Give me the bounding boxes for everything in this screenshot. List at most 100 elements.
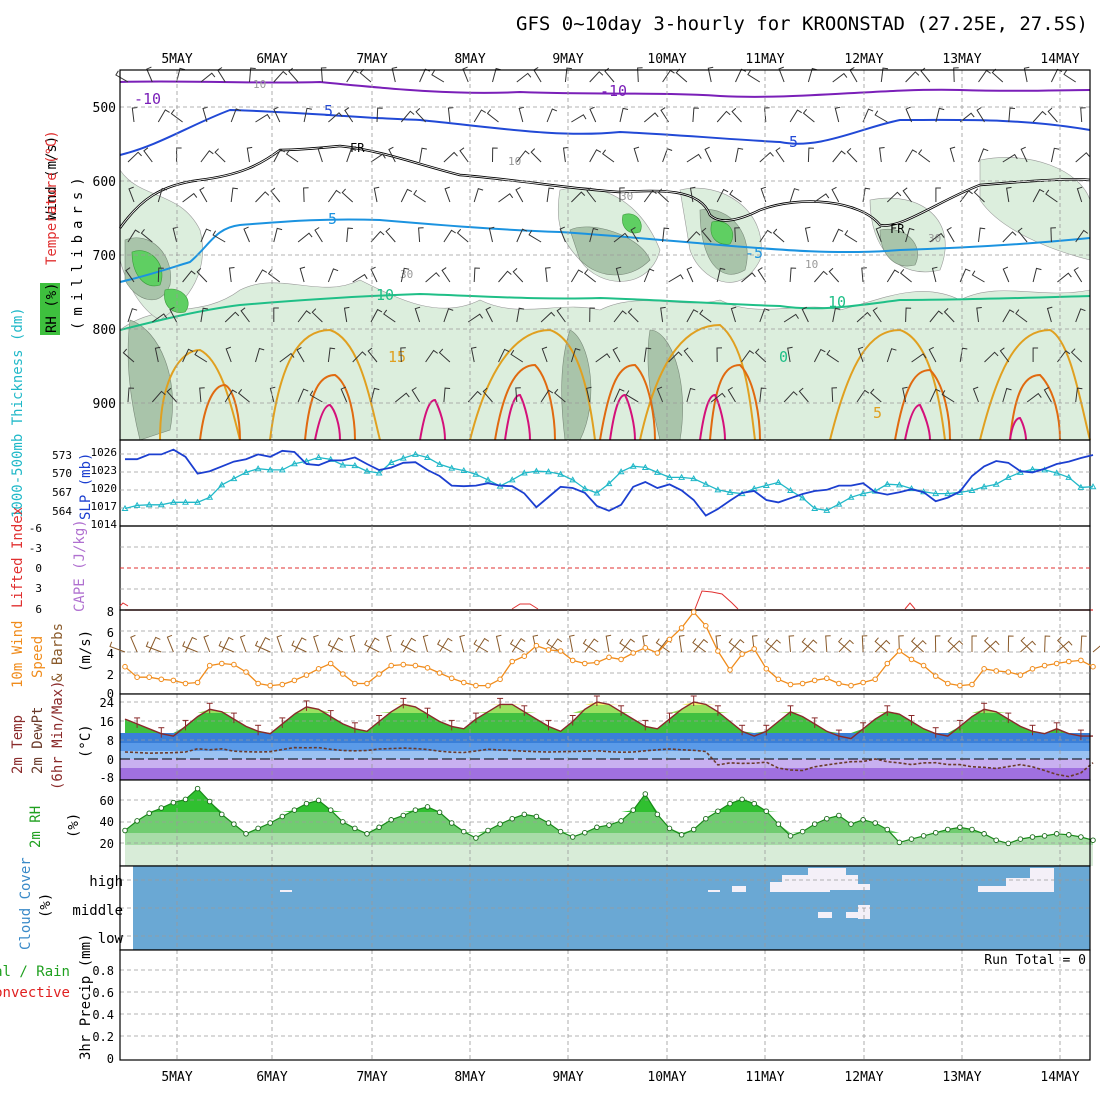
rh-point [146, 810, 152, 817]
wind-point [1090, 663, 1096, 670]
wind-barb [200, 228, 212, 243]
wind-point [122, 663, 128, 670]
temp-fill-green [125, 702, 1093, 733]
wind-barb [727, 386, 736, 403]
wind-point [920, 662, 927, 669]
wind-point [945, 680, 951, 687]
ylabel-wind-b: Speed [30, 636, 46, 678]
wind-barb [1002, 153, 1018, 163]
wind-barb [856, 389, 870, 403]
date-label: 12MAY [844, 52, 883, 67]
li-bumps [119, 590, 916, 610]
wind-barb [344, 107, 354, 123]
thickness-point [895, 481, 903, 488]
rh-tick: 60 [100, 794, 114, 808]
wind-tick: 6 [107, 626, 114, 640]
wind10m-barb [584, 638, 599, 653]
rh-point [1005, 840, 1012, 847]
thickness-point [363, 467, 371, 474]
rh-point [231, 821, 237, 827]
rh-point [1041, 833, 1048, 839]
wind-barb [182, 348, 194, 363]
wind-barb [346, 148, 357, 163]
wind-barb [929, 232, 945, 243]
rh-point [352, 825, 358, 832]
contour-label: 0 [779, 348, 788, 366]
ylabel-temp-unit: (°C) [78, 724, 94, 758]
wind10m-barb [459, 634, 465, 653]
wind-barb [941, 390, 955, 403]
rh-point [630, 807, 636, 813]
ylabel-rh2m: 2m RH [28, 806, 44, 848]
wind-barb [619, 107, 629, 123]
precip-tick: 0 [107, 1052, 114, 1066]
wind-barb [146, 66, 153, 83]
wind-barb [340, 386, 348, 403]
wind-point [993, 668, 1000, 674]
ylabel-cloud-unit: (%) [38, 893, 54, 918]
precip-tick: 0.8 [92, 964, 114, 978]
wind10m-barb [582, 638, 598, 653]
contour-label: 5 [324, 102, 333, 120]
wind10m-barb [182, 641, 198, 653]
wind-barb [370, 387, 380, 403]
wind-point [824, 675, 830, 682]
ylabel-temp: Temperature (°C) [44, 130, 60, 265]
wind-barb [373, 186, 380, 203]
wind10m-barb [386, 634, 392, 653]
thickness-point [1077, 483, 1085, 490]
wind-barb [862, 108, 874, 123]
wind-barb [905, 307, 912, 323]
thickness-point [194, 498, 202, 505]
rh-point [908, 836, 915, 842]
slp-ticks: 1026 1023 1020 1017 1014 [91, 446, 118, 531]
wind-point [376, 671, 382, 677]
wind-point [908, 656, 915, 663]
wind-barb [411, 387, 421, 403]
wind10m-barb [511, 638, 526, 653]
wind-point [533, 642, 540, 649]
rh-point [158, 805, 165, 811]
wind-barb [972, 386, 979, 403]
wind-barb [376, 107, 383, 123]
thickness-point [169, 498, 177, 505]
wind-barb [704, 146, 712, 163]
thickness-point [436, 460, 444, 467]
wind-point [206, 662, 213, 669]
wind-barb [953, 67, 959, 83]
precip-tick: 0.2 [92, 1030, 114, 1044]
rh-point [787, 833, 794, 839]
temp-ticks: 24 16 8 0 -8 [100, 696, 114, 785]
rh-point [291, 807, 298, 813]
rh-point [315, 797, 322, 804]
contour-label: 10 [376, 286, 394, 304]
wind-barb [831, 387, 838, 403]
contour-20-a [199, 363, 1061, 441]
wind-barb [492, 67, 502, 83]
rh-point [981, 831, 987, 837]
wind-barb [413, 189, 426, 203]
wind-barb [846, 148, 858, 163]
wind-barb [586, 187, 597, 203]
wind-barb [741, 350, 754, 363]
wind-barb [729, 189, 742, 203]
thickness-point [1029, 465, 1036, 472]
wind-barb [327, 268, 339, 283]
wind-barb [400, 347, 406, 363]
rh-tick: 20 [100, 837, 114, 851]
wind-barb [905, 106, 913, 123]
wind-point [836, 680, 842, 687]
rh-point [461, 828, 467, 835]
wind-barb [976, 107, 985, 123]
wind-barb [789, 267, 797, 283]
thickness-point [218, 481, 226, 488]
wind-barb [856, 311, 872, 323]
wind-barb [783, 313, 799, 323]
date-label: 9MAY [552, 52, 583, 67]
ylabel-temp-a: 2m Temp [10, 715, 26, 774]
wind-barb [473, 109, 486, 123]
wind10m-barb [148, 636, 161, 653]
wind-barb [1076, 186, 1083, 203]
wind10m-barb [765, 639, 781, 653]
